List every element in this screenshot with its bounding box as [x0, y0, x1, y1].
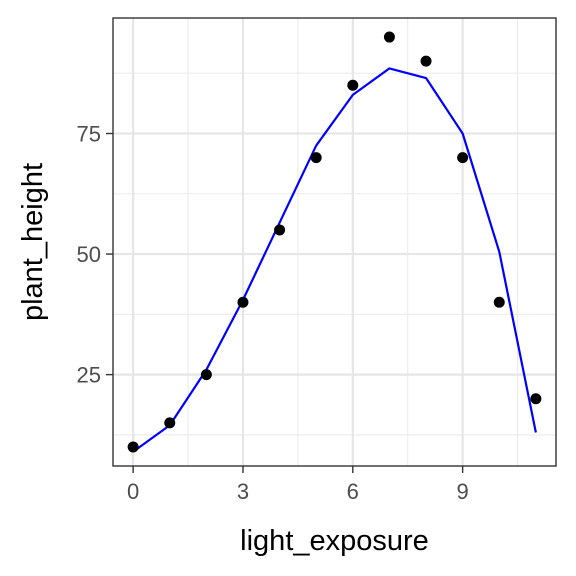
fitted-line: [132, 67, 537, 453]
x-tick-label: 6: [347, 479, 359, 504]
axis-ticks: [106, 132, 464, 473]
data-point: [457, 152, 469, 164]
data-point: [310, 152, 322, 164]
y-axis-title: plant_height: [17, 163, 49, 321]
x-axis-title: light_exposure: [240, 525, 429, 557]
data-point: [237, 296, 249, 308]
data-point: [200, 369, 212, 381]
x-tick-label: 9: [457, 479, 469, 504]
data-point: [383, 31, 395, 43]
minor-gridlines: [113, 18, 556, 466]
x-tick-label: 3: [237, 479, 249, 504]
y-tick-label: 75: [77, 121, 101, 146]
tick-labels: 0 3 6 9 25 50 75: [77, 121, 469, 504]
major-gridlines: [113, 18, 556, 466]
y-tick-label: 25: [77, 363, 101, 388]
fitted-line-layer: [132, 67, 537, 453]
data-point: [274, 224, 286, 236]
data-point: [127, 441, 139, 453]
data-point: [164, 417, 176, 429]
y-tick-label: 50: [77, 242, 101, 267]
data-point: [493, 296, 505, 308]
data-point: [347, 79, 359, 91]
panel-border: [112, 17, 557, 467]
data-point: [420, 55, 432, 67]
data-point: [530, 393, 542, 405]
observed-points-layer: [127, 31, 542, 453]
x-tick-label: 0: [127, 479, 139, 504]
